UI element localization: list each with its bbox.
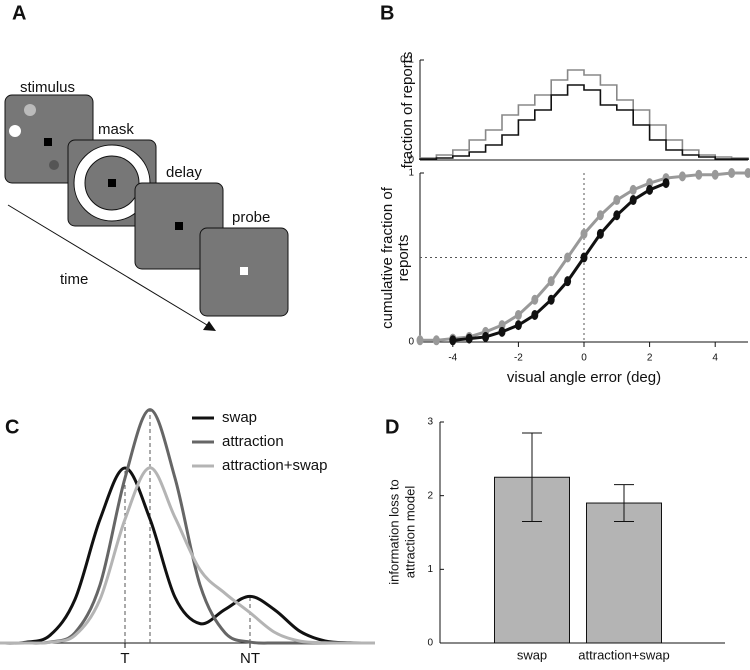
legend-label: attraction+swap xyxy=(222,457,327,474)
y-axis-label: fraction of reports xyxy=(399,52,416,169)
marker xyxy=(646,184,654,195)
series-line xyxy=(0,408,375,645)
x-tick-label: 2 xyxy=(647,353,653,364)
series-line xyxy=(0,466,376,645)
bar xyxy=(586,502,662,644)
fixation xyxy=(175,222,183,230)
hist-step xyxy=(419,84,749,160)
x-tick-label: T xyxy=(120,650,129,667)
y-axis-label: information loss to xyxy=(386,479,401,585)
marker xyxy=(514,309,522,320)
panel-label: C xyxy=(5,416,19,438)
screen-label: delay xyxy=(166,164,202,181)
marker xyxy=(416,335,424,346)
time-arrow xyxy=(7,204,213,329)
panel-a: A stimulus mask delay probe time xyxy=(4,2,289,331)
marker xyxy=(564,276,572,287)
marker xyxy=(629,195,637,206)
y-axis-label: cumulative fraction of xyxy=(379,186,396,329)
screen-label: mask xyxy=(98,121,134,138)
y-tick-label: 3 xyxy=(427,417,433,428)
marker xyxy=(629,184,637,195)
marker xyxy=(465,333,473,344)
marker xyxy=(728,168,736,178)
dot xyxy=(24,104,36,116)
x-tick-label: -2 xyxy=(514,353,523,364)
x-tick-label: attraction+swap xyxy=(578,647,669,662)
marker xyxy=(547,294,555,305)
legend-label: swap xyxy=(222,409,257,426)
fixation xyxy=(108,179,116,187)
y-tick-label: 0 xyxy=(427,638,433,649)
y-axis-label: reports xyxy=(395,235,412,282)
screen-label: probe xyxy=(232,209,270,226)
marker xyxy=(613,195,621,206)
y-axis-label: attraction model xyxy=(402,486,417,579)
panel-label: D xyxy=(385,416,399,438)
hist-step xyxy=(419,69,749,160)
screen-label: stimulus xyxy=(20,79,75,96)
marker xyxy=(531,294,539,305)
marker xyxy=(564,252,572,263)
x-axis-label: visual angle error (deg) xyxy=(507,369,661,386)
marker xyxy=(514,320,522,331)
marker xyxy=(580,252,588,263)
x-tick-label: 0 xyxy=(581,353,587,364)
marker xyxy=(711,169,719,180)
marker xyxy=(695,169,703,180)
probe-square xyxy=(240,267,248,275)
y-tick-label: 2 xyxy=(427,490,433,501)
marker xyxy=(662,178,670,189)
marker xyxy=(596,228,604,239)
marker xyxy=(678,171,686,182)
time-label: time xyxy=(60,271,88,288)
y-tick-label: 0 xyxy=(408,155,414,166)
marker xyxy=(580,228,588,239)
panel-label: A xyxy=(12,2,26,24)
dot xyxy=(9,125,21,137)
marker xyxy=(482,331,490,342)
fixation xyxy=(44,138,52,146)
marker xyxy=(744,168,750,178)
legend-label: attraction xyxy=(222,433,284,450)
x-tick-label: -4 xyxy=(448,353,457,364)
marker xyxy=(596,210,604,221)
x-tick-label: swap xyxy=(517,647,547,662)
marker xyxy=(449,335,457,346)
marker xyxy=(498,326,506,337)
y-tick-label: 1 xyxy=(408,168,414,179)
series-line xyxy=(452,181,667,342)
panel-label: B xyxy=(380,2,394,24)
x-tick-label: NT xyxy=(240,650,260,667)
dot xyxy=(49,160,59,170)
marker xyxy=(432,335,440,346)
marker xyxy=(531,309,539,320)
y-tick-label: 0.1 xyxy=(400,55,414,66)
y-tick-label: 0 xyxy=(408,337,414,348)
marker xyxy=(613,210,621,221)
x-tick-label: 4 xyxy=(712,353,718,364)
marker xyxy=(547,276,555,287)
arrow-head xyxy=(203,321,216,331)
y-tick-label: 1 xyxy=(427,564,433,575)
series-line xyxy=(0,466,376,645)
